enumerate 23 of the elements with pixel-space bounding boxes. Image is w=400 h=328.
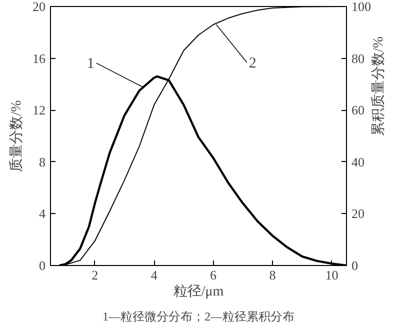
y2-tick-label: 80 (352, 50, 364, 66)
y-tick-label: 0 (39, 258, 46, 273)
x-tick-label: 10 (325, 268, 338, 282)
text: 1—粒径微分分布；2—粒径累积分布 (102, 310, 294, 324)
y2-tick-label: 100 (352, 0, 371, 14)
y2-axis-title: 累积质量分数/% (370, 36, 386, 136)
annotation: 1 (86, 56, 94, 72)
x-tick-label: 2 (92, 268, 98, 282)
x-tick-label: 8 (269, 268, 276, 282)
y-tick-label: 8 (39, 154, 46, 170)
y2-tick-label: 0 (352, 258, 358, 273)
y-tick-label: 20 (32, 0, 46, 14)
y-tick-label: 12 (32, 102, 46, 118)
x-axis-title: 粒径/μm (173, 284, 224, 300)
y-tick-label: 16 (32, 50, 46, 66)
x-tick-label: 4 (150, 268, 158, 282)
y2-tick-label: 60 (352, 102, 364, 118)
annotation: 2 (248, 55, 256, 72)
x-tick-label: 6 (210, 268, 218, 282)
y2-tick-label: 20 (352, 206, 364, 222)
y2-tick-label: 40 (352, 154, 364, 170)
y-tick-label: 4 (39, 206, 46, 222)
y-axis-title: 质量分数/% (8, 100, 24, 172)
